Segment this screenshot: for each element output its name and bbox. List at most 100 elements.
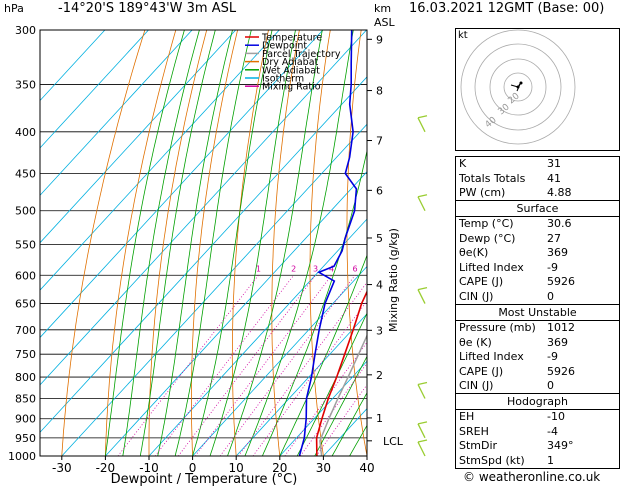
mixing-ratio-line bbox=[177, 275, 316, 456]
dry-adiabat-line bbox=[105, 30, 177, 456]
legend-entry: Mixing Ratio bbox=[262, 82, 321, 93]
dry-adiabat-line bbox=[61, 30, 146, 456]
mu-row: CAPE (J) 5926 bbox=[459, 364, 575, 378]
legend-entry: Isotherm bbox=[262, 74, 304, 85]
index-row: PW (cm) 4.88 bbox=[459, 186, 572, 200]
pressure-tick-label: 850 bbox=[15, 392, 36, 405]
x-tick-label: 20 bbox=[272, 461, 287, 475]
dry-adiabat-line bbox=[346, 30, 367, 456]
isotherm-line bbox=[105, 171, 367, 456]
mixing-ratio-label: 3 bbox=[313, 264, 318, 273]
legend-entry: Dewpoint bbox=[262, 41, 307, 52]
asl-label: ASL bbox=[374, 16, 395, 29]
wind-barb-flag bbox=[417, 286, 428, 291]
series-dewpoint bbox=[298, 30, 358, 456]
most-unstable-table: Most Unstable Pressure (mb) 1012 θe (K) 36… bbox=[455, 304, 620, 395]
mixing-ratio-line bbox=[252, 300, 367, 456]
hpa-label: hPa bbox=[4, 2, 24, 15]
mixing-ratio-label: 16 bbox=[411, 264, 421, 273]
indices-table: K 31 Totals Totals 41 PW (cm) 4.88 bbox=[455, 156, 620, 202]
mixing-ratio-line bbox=[300, 362, 367, 456]
pressure-tick-label: 350 bbox=[15, 79, 36, 92]
x-axis-label: Dewpoint / Temperature (°C) bbox=[111, 472, 298, 486]
isotherm-line bbox=[40, 30, 367, 386]
isotherm-line bbox=[40, 76, 367, 433]
dry-adiabat-line bbox=[309, 30, 331, 456]
mixing-ratio-line bbox=[194, 275, 332, 456]
mixing-ratio-label: 6 bbox=[353, 264, 358, 273]
wind-barb bbox=[417, 115, 428, 133]
isotherm-line bbox=[192, 265, 367, 456]
pressure-tick-label: 550 bbox=[15, 238, 36, 251]
hodo-ring-label: 40 bbox=[484, 115, 499, 130]
mixing-ratio-label: 1 bbox=[256, 264, 261, 273]
wet-adiabat-line bbox=[314, 355, 367, 456]
wet-adiabat-line bbox=[209, 30, 296, 456]
x-tick-label: 0 bbox=[189, 461, 197, 475]
mixing-ratio-line bbox=[219, 275, 356, 456]
hodo-row: StmSpd (kt) 1 bbox=[459, 453, 554, 467]
wind-barb-flag bbox=[417, 381, 428, 386]
legend-entry: Temperature bbox=[261, 33, 322, 44]
hodo-row: StmDir 349° bbox=[459, 439, 574, 453]
wet-adiabat-line bbox=[244, 30, 354, 456]
mu-row: CIN (J) 0 bbox=[459, 379, 554, 393]
km-label: km bbox=[374, 2, 392, 15]
legend-entry: Wet Adiabat bbox=[262, 65, 320, 76]
pressure-tick-label: 600 bbox=[15, 269, 36, 282]
wet-adiabat-line bbox=[174, 30, 252, 456]
wind-barb-flag bbox=[417, 439, 428, 443]
pressure-tick-label: 700 bbox=[15, 324, 36, 337]
wind-barb-flag bbox=[417, 421, 428, 425]
mixing-ratio-label: 2 bbox=[291, 264, 296, 273]
km-tick-label: 2 bbox=[376, 369, 383, 382]
x-tick-label: 10 bbox=[229, 461, 244, 475]
wind-barb-shaft bbox=[417, 289, 426, 304]
km-tick-label: 7 bbox=[376, 135, 383, 148]
wind-barb bbox=[417, 194, 428, 212]
mixing-ratio-label: 20 bbox=[425, 264, 435, 273]
wet-adiabat-line bbox=[139, 30, 216, 456]
mixing-ratio-line bbox=[154, 275, 295, 456]
y-axis-right-label: Mixing Ratio (g/kg) bbox=[387, 228, 400, 332]
dry-adiabat-line bbox=[271, 30, 300, 456]
wet-adiabat-line bbox=[105, 30, 185, 456]
km-tick-label: 3 bbox=[376, 324, 383, 337]
km-tick-label: 4 bbox=[376, 279, 383, 292]
mixing-ratio-line bbox=[117, 275, 259, 456]
wind-barb-flag bbox=[417, 194, 428, 198]
series-temperature bbox=[315, 289, 367, 456]
x-tick-label: -20 bbox=[96, 461, 116, 475]
wind-barb bbox=[417, 286, 428, 304]
mixing-ratio-label: 8 bbox=[370, 264, 375, 273]
wet-adiabat-line bbox=[122, 30, 200, 456]
legend-entry: Parcel Trajectory bbox=[262, 49, 341, 60]
series-parcel-trajectory bbox=[319, 333, 367, 456]
copyright-text: © weatheronline.co.uk bbox=[463, 470, 601, 484]
mu-row: Lifted Index -9 bbox=[459, 350, 558, 364]
x-tick-label: -30 bbox=[52, 461, 72, 475]
mixing-ratio-label: 25 bbox=[440, 264, 450, 273]
wind-barb bbox=[417, 439, 428, 457]
location-title: -14°20'S 189°43'W 3m ASL bbox=[58, 1, 237, 16]
wind-barb bbox=[417, 381, 428, 399]
wet-adiabat-line bbox=[262, 149, 367, 456]
hodograph-title: Hodograph bbox=[456, 394, 619, 410]
pressure-tick-label: 300 bbox=[15, 24, 36, 37]
wind-barb-shaft bbox=[417, 196, 426, 212]
pressure-tick-label: 950 bbox=[15, 432, 36, 445]
pressure-tick-label: 750 bbox=[15, 348, 36, 361]
isotherm-line bbox=[40, 30, 193, 196]
surface-row: θe(K) 369 bbox=[459, 246, 568, 260]
pressure-tick-label: 400 bbox=[15, 126, 36, 139]
wind-barb-shaft bbox=[417, 423, 426, 439]
index-row: K 31 bbox=[459, 157, 561, 170]
wet-adiabat-line bbox=[296, 312, 367, 456]
pressure-tick-label: 500 bbox=[15, 205, 36, 218]
lcl-label: LCL bbox=[383, 435, 404, 448]
surface-row: CIN (J) 0 bbox=[459, 289, 554, 303]
km-tick-label: 5 bbox=[376, 232, 383, 245]
surface-row: CAPE (J) 5926 bbox=[459, 275, 575, 289]
wind-barb-flag bbox=[417, 115, 428, 119]
